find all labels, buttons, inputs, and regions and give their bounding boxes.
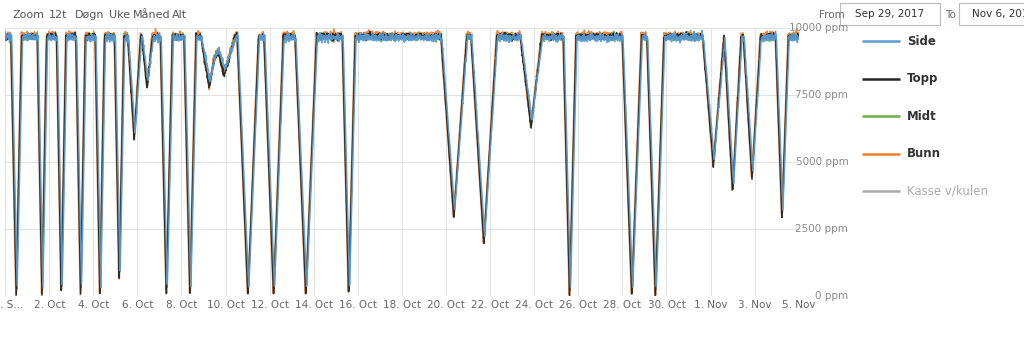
Text: Sep 29, 2017: Sep 29, 2017 xyxy=(855,9,925,19)
FancyBboxPatch shape xyxy=(959,3,1024,25)
Text: 0 ppm: 0 ppm xyxy=(815,291,848,301)
Text: Side: Side xyxy=(907,35,936,48)
Text: Zoom: Zoom xyxy=(12,10,44,20)
FancyBboxPatch shape xyxy=(840,3,940,25)
Text: Midt: Midt xyxy=(907,110,937,123)
Text: 7500 ppm: 7500 ppm xyxy=(796,90,848,100)
Text: Døgn: Døgn xyxy=(75,10,104,20)
Text: Topp: Topp xyxy=(907,72,938,86)
Text: To: To xyxy=(945,10,956,20)
Text: 5000 ppm: 5000 ppm xyxy=(796,157,848,167)
Text: From: From xyxy=(819,10,845,20)
Text: Nov 6, 2017: Nov 6, 2017 xyxy=(972,9,1024,19)
Text: 12t: 12t xyxy=(49,10,68,20)
Text: Kasse v/kulen: Kasse v/kulen xyxy=(907,185,988,198)
Text: Alt: Alt xyxy=(172,10,187,20)
Text: 10000 ppm: 10000 ppm xyxy=(790,23,848,33)
Text: Bunn: Bunn xyxy=(907,147,941,161)
Text: Måned: Måned xyxy=(133,10,171,20)
Text: Uke: Uke xyxy=(109,10,130,20)
Text: 2500 ppm: 2500 ppm xyxy=(796,224,848,234)
